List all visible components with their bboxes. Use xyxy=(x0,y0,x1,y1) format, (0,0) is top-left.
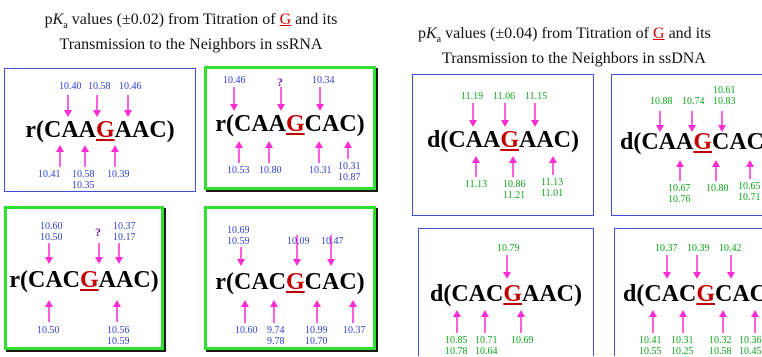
panel-dcaagcac: 10.61 10.88 10.74 10.83 d(CAAGCAC) 10.67… xyxy=(611,74,762,216)
pka-label: 10.59 xyxy=(107,336,130,347)
sequence-label: d(CACGAAC) xyxy=(429,281,582,307)
pka-label: 10.41 xyxy=(639,335,662,346)
pka-label: 10.78 xyxy=(445,346,468,357)
pka-label: 10.65 xyxy=(738,181,761,192)
pka-label: 10.60 xyxy=(235,325,258,336)
pka-label: 10.87 xyxy=(338,172,361,183)
pka-label: 10.61 xyxy=(713,85,736,96)
pka-label: 10.37 xyxy=(343,325,366,336)
sequence-label: r(CACGCAC) xyxy=(215,269,365,295)
pka-label: 10.67 xyxy=(668,183,691,194)
pka-label: 11.19 xyxy=(461,91,484,102)
pka-label: 10.80 xyxy=(259,165,282,176)
pka-label: 10.37 xyxy=(655,243,678,254)
pka-label: 10.74 xyxy=(682,96,705,107)
pka-label: 10.76 xyxy=(668,194,691,205)
pka-label: 10.86 xyxy=(503,179,526,190)
dna-title: pKa values (±0.04) from Titration of G a… xyxy=(418,25,711,68)
panel-rcacgcac: 10.69 10.59 10.09 10.47 r(CACGCAC) 10.60… xyxy=(204,206,376,350)
sequence-label: r(CAAGCAC) xyxy=(215,111,365,137)
pka-label: 11.15 xyxy=(525,91,548,102)
pka-label: 10.47 xyxy=(321,236,344,247)
pka-label: 10.55 xyxy=(639,346,662,357)
sequence-label: r(CAAGAAC) xyxy=(25,117,175,143)
pka-label: 10.31 xyxy=(338,161,361,172)
pka-label: 10.50 xyxy=(37,325,60,336)
panel-rcacgaac: 10.60 10.50 ? 10.37 10.17 r(CACGAAC) 10.… xyxy=(4,206,164,350)
sequence-label: d(CAAGAAC) xyxy=(426,127,579,153)
pka-label: 10.88 xyxy=(650,96,673,107)
unknown-marker: ? xyxy=(95,225,101,239)
pka-label: 10.83 xyxy=(713,96,736,107)
pka-label: 10.31 xyxy=(671,335,694,346)
unknown-marker: ? xyxy=(277,75,283,89)
pka-label: 10.58 xyxy=(88,81,111,92)
pka-label: 10.46 xyxy=(223,75,246,86)
pka-label: 11.01 xyxy=(541,188,564,199)
sequence-label: d(CACGCAC) xyxy=(623,281,762,307)
pka-label: 10.99 xyxy=(305,325,328,336)
pka-label: 11.06 xyxy=(493,91,516,102)
pka-label: 10.69 xyxy=(511,335,534,346)
panel-dcacgcac: 10.37 10.39 10.42 d(CACGCAC) 10.41 10.55… xyxy=(614,228,762,357)
pka-label: 10.70 xyxy=(305,336,328,347)
pka-label: 10.32 xyxy=(709,335,732,346)
panel-rcaagcac: 10.46 ? 10.34 r(CAAGCAC) 10.53 10.80 10.… xyxy=(204,66,376,190)
pka-label: 10.36 xyxy=(739,335,762,346)
pka-label: 10.09 xyxy=(287,236,310,247)
pka-label: 10.59 xyxy=(227,236,250,247)
pka-label: 10.58 xyxy=(72,169,95,180)
pka-label: 11.13 xyxy=(465,179,488,190)
panel-dcacgaac: 10.79 d(CACGAAC) 10.85 10.78 10.71 10.64… xyxy=(418,228,594,357)
pka-label: 10.64 xyxy=(475,346,498,357)
pka-label: 10.80 xyxy=(706,183,729,194)
pka-label: 10.42 xyxy=(719,243,742,254)
pka-label: 10.53 xyxy=(227,165,250,176)
pka-label: 10.41 xyxy=(38,169,61,180)
pka-label: 10.85 xyxy=(445,335,468,346)
pka-label: 10.58 xyxy=(709,346,732,357)
panel-rcaagaac: 10.40 10.58 10.46 r(CAAGAAC) 10.41 10.58… xyxy=(4,68,196,192)
pka-label: 11.13 xyxy=(541,177,564,188)
pka-label: 10.50 xyxy=(40,232,63,243)
pka-label: 10.46 xyxy=(119,81,142,92)
pka-label: 10.79 xyxy=(497,243,520,254)
sequence-label: r(CACGAAC) xyxy=(9,267,159,293)
pka-label: 10.37 xyxy=(113,221,136,232)
pka-label: 10.17 xyxy=(113,232,136,243)
pka-label: 10.71 xyxy=(475,335,498,346)
pka-label: 10.25 xyxy=(671,346,694,357)
pka-label: 10.69 xyxy=(227,225,250,236)
pka-label: 10.60 xyxy=(40,221,63,232)
pka-label: 10.34 xyxy=(312,75,335,86)
pka-label: 10.56 xyxy=(107,325,130,336)
pka-label: 10.40 xyxy=(59,81,82,92)
pka-label: 10.35 xyxy=(72,180,95,191)
rna-title: pKa values (±0.02) from Titration of G a… xyxy=(44,11,338,54)
pka-label: 10.45 xyxy=(739,346,762,357)
pka-label: 9.74 xyxy=(267,325,285,336)
pka-label: 11.21 xyxy=(503,190,526,201)
panel-dcaagaac: 11.19 11.06 11.15 d(CAAGAAC) 11.13 10.86… xyxy=(412,74,594,216)
pka-label: 10.71 xyxy=(738,192,761,203)
pka-label: 10.39 xyxy=(687,243,710,254)
pka-label: 9.78 xyxy=(267,336,285,347)
sequence-label: d(CAAGCAC) xyxy=(620,129,762,155)
pka-label: 10.39 xyxy=(107,169,130,180)
pka-label: 10.31 xyxy=(309,165,332,176)
